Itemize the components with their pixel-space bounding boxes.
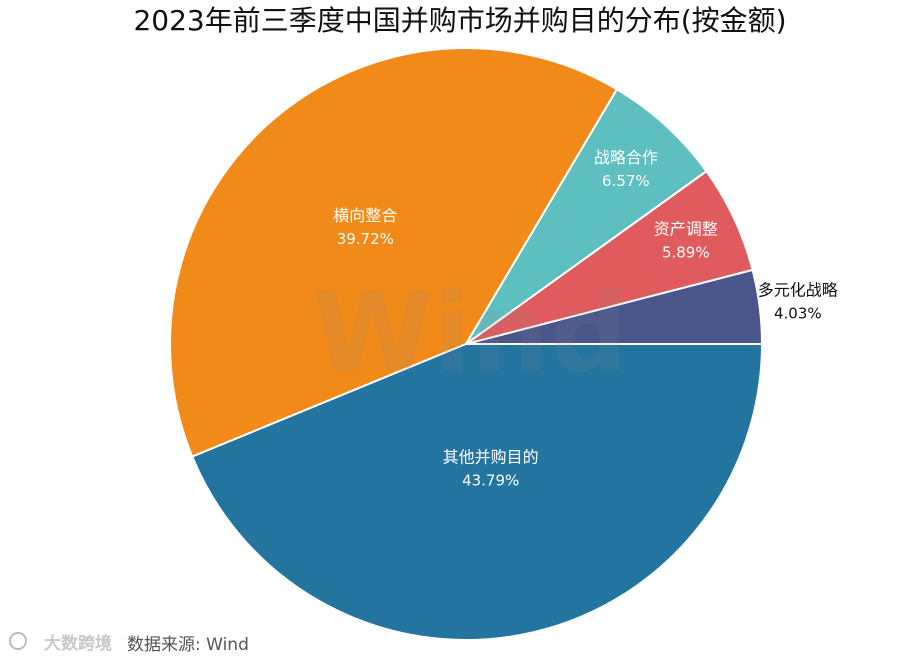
- slice-value-label: 4.03%: [774, 304, 822, 322]
- source: 数据来源: Wind: [127, 635, 249, 655]
- slice-value-label: 6.57%: [602, 172, 650, 190]
- slice-value-label: 43.79%: [462, 471, 519, 489]
- watermark: Wind: [312, 268, 628, 396]
- slice-label: 战略合作: [594, 148, 658, 167]
- logo-icon: [9, 632, 27, 650]
- pie-slice: [465, 87, 708, 345]
- pie-slice: [169, 47, 619, 458]
- slice-label: 多元化战略: [758, 280, 838, 299]
- chart-title: 2023年前三季度中国并购市场并购目的分布(按金额): [133, 4, 786, 37]
- logo-text: 大数跨境: [44, 633, 112, 654]
- pie-slice: [190, 343, 764, 641]
- slice-value-label: 39.72%: [337, 230, 394, 248]
- slice-label: 资产调整: [654, 219, 718, 238]
- slice-label: 其他并购目的: [443, 447, 539, 466]
- slice-label: 横向整合: [333, 206, 397, 225]
- logo: 大数跨境: [9, 632, 112, 654]
- pie: [169, 47, 764, 641]
- slice-value-label: 5.89%: [662, 243, 710, 261]
